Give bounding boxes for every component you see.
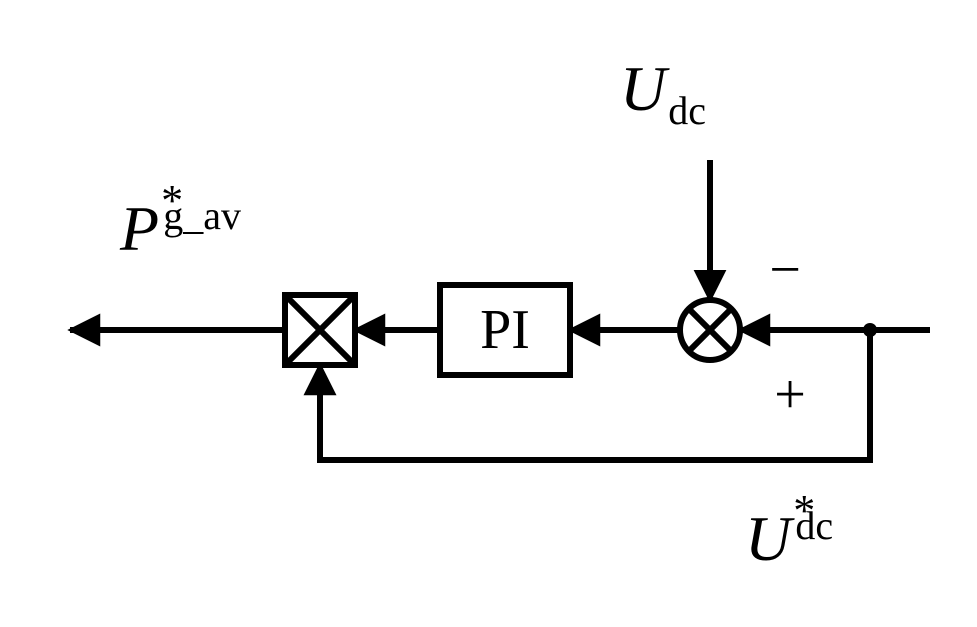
label-pgav-star: P*g_av <box>119 176 241 264</box>
minus-sign: − <box>769 239 801 301</box>
label-udc-star: U*dc <box>745 486 833 574</box>
label-udc: Udc <box>620 53 706 133</box>
pi-block-label: PI <box>480 299 530 361</box>
plus-sign: + <box>774 364 806 426</box>
